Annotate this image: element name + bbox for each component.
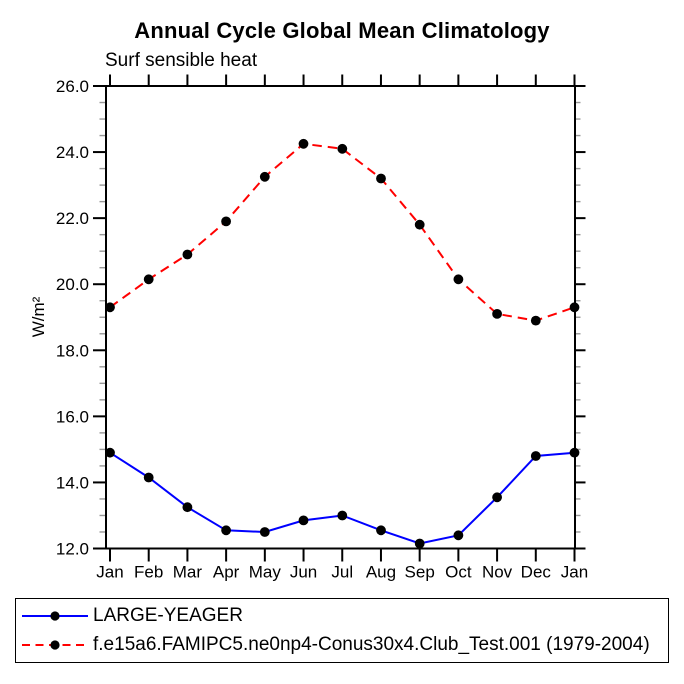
- legend-label: LARGE-YEAGER: [93, 605, 243, 627]
- y-tick-label: 14.0: [56, 473, 89, 492]
- x-tick-label: Dec: [521, 563, 552, 582]
- x-tick-label: Jan: [96, 563, 123, 582]
- data-point-marker-0: [298, 515, 309, 526]
- y-tick-label: 18.0: [56, 341, 89, 360]
- x-tick-label: Aug: [366, 563, 396, 582]
- data-point-marker-1: [337, 143, 348, 154]
- series-line-0: [109, 451, 575, 545]
- y-tick-label: 20.0: [56, 275, 89, 294]
- data-point-marker-1: [143, 274, 154, 285]
- data-point-marker-1: [492, 309, 502, 319]
- data-point-marker-0: [337, 510, 348, 521]
- data-point-marker-1: [182, 249, 193, 260]
- data-point-marker-0: [182, 502, 193, 513]
- chart-subtitle: Surf sensible heat: [105, 50, 258, 71]
- x-tick-label: May: [249, 563, 282, 582]
- x-tick-label: Nov: [482, 563, 513, 582]
- y-tick-label: 26.0: [56, 77, 89, 96]
- legend-swatch-dashed-line-icon: [22, 640, 88, 650]
- y-tick-label: 24.0: [56, 143, 89, 162]
- data-point-marker-1: [453, 274, 464, 285]
- y-tick-label: 12.0: [56, 540, 89, 559]
- y-tick-label: 16.0: [56, 407, 89, 426]
- data-point-marker-1: [569, 302, 580, 313]
- legend-label: f.e15a6.FAMIPC5.ne0np4-Conus30x4.Club_Te…: [93, 633, 650, 655]
- series-line-1: [109, 142, 575, 322]
- data-point-marker-1: [298, 138, 309, 149]
- data-point-marker-0: [143, 472, 154, 483]
- data-point-marker-1: [376, 173, 386, 184]
- legend-swatch-solid-line-icon: [22, 611, 88, 621]
- legend-marker-dot-icon: [50, 611, 60, 621]
- data-point-marker-0: [530, 451, 541, 461]
- data-point-marker-0: [105, 447, 115, 458]
- data-point-marker-1: [414, 219, 425, 230]
- legend-item-large-yeager: LARGE-YEAGER: [20, 605, 668, 627]
- data-point-marker-1: [259, 171, 270, 182]
- data-point-marker-0: [221, 525, 232, 536]
- data-point-marker-1: [105, 302, 115, 313]
- x-tick-label: Oct: [445, 563, 472, 582]
- legend-marker-dot-icon: [50, 640, 60, 650]
- data-point-marker-0: [492, 492, 502, 503]
- chart-title: Annual Cycle Global Mean Climatology: [134, 18, 550, 43]
- y-tick-label: 22.0: [56, 209, 89, 228]
- data-point-marker-0: [376, 525, 386, 536]
- legend-item-model-run: f.e15a6.FAMIPC5.ne0np4-Conus30x4.Club_Te…: [20, 634, 668, 656]
- x-tick-label: Feb: [134, 563, 163, 582]
- data-point-marker-1: [221, 216, 232, 227]
- legend-box: LARGE-YEAGER f.e15a6.FAMIPC5.ne0np4-Conu…: [15, 598, 669, 663]
- data-point-marker-0: [569, 447, 580, 458]
- data-point-marker-1: [530, 315, 541, 326]
- x-tick-label: Mar: [173, 563, 203, 582]
- x-tick-label: Jun: [290, 563, 317, 582]
- x-tick-label: Jan: [561, 563, 588, 582]
- data-point-marker-0: [414, 538, 425, 549]
- x-tick-label: Jul: [331, 563, 353, 582]
- data-point-marker-0: [259, 527, 270, 537]
- x-tick-label: Sep: [405, 563, 435, 582]
- x-tick-label: Apr: [213, 563, 240, 582]
- data-point-marker-0: [453, 530, 464, 541]
- plot-frame: [105, 85, 576, 550]
